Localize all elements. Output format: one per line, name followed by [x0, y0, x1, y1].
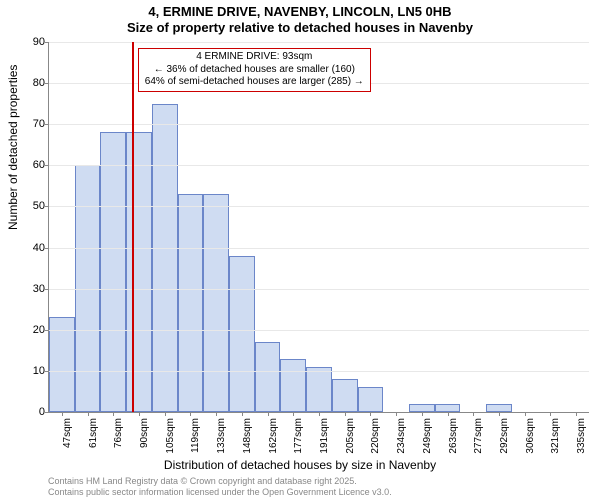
x-tick-mark [165, 412, 166, 416]
x-tick-mark [113, 412, 114, 416]
x-tick-label: 148sqm [242, 418, 253, 462]
y-tick-mark [45, 412, 49, 413]
x-tick-label: 220sqm [370, 418, 381, 462]
bars-layer: 47sqm61sqm76sqm90sqm105sqm119sqm133sqm14… [49, 42, 589, 412]
x-tick-label: 306sqm [525, 418, 536, 462]
grid-line [49, 330, 589, 331]
histogram-bar [435, 404, 461, 412]
x-tick-mark [319, 412, 320, 416]
histogram-bar [280, 359, 306, 412]
y-tick-label: 50 [21, 200, 45, 212]
x-tick-mark [396, 412, 397, 416]
x-tick-mark [62, 412, 63, 416]
x-tick-label: 234sqm [396, 418, 407, 462]
x-tick-mark [242, 412, 243, 416]
x-tick-mark [88, 412, 89, 416]
grid-line [49, 124, 589, 125]
x-tick-label: 335sqm [576, 418, 587, 462]
grid-line [49, 42, 589, 43]
x-tick-mark [216, 412, 217, 416]
x-tick-label: 76sqm [113, 418, 124, 462]
chart-plot-area: 47sqm61sqm76sqm90sqm105sqm119sqm133sqm14… [48, 42, 589, 413]
x-axis-label: Distribution of detached houses by size … [0, 458, 600, 472]
x-tick-mark [473, 412, 474, 416]
x-tick-label: 133sqm [216, 418, 227, 462]
y-tick-mark [45, 289, 49, 290]
x-tick-label: 263sqm [448, 418, 459, 462]
y-tick-label: 0 [21, 406, 45, 418]
y-tick-label: 70 [21, 118, 45, 130]
x-tick-mark [499, 412, 500, 416]
histogram-bar [358, 387, 384, 412]
histogram-bar [306, 367, 332, 412]
annotation-line-1: 4 ERMINE DRIVE: 93sqm [145, 51, 364, 64]
x-tick-label: 47sqm [62, 418, 73, 462]
y-tick-mark [45, 124, 49, 125]
y-tick-mark [45, 165, 49, 166]
y-tick-mark [45, 206, 49, 207]
x-tick-label: 119sqm [190, 418, 201, 462]
y-tick-label: 80 [21, 77, 45, 89]
x-tick-mark [525, 412, 526, 416]
y-tick-label: 30 [21, 283, 45, 295]
x-tick-mark [190, 412, 191, 416]
x-tick-label: 277sqm [473, 418, 484, 462]
grid-line [49, 289, 589, 290]
y-tick-label: 10 [21, 365, 45, 377]
credit-line-1: Contains HM Land Registry data © Crown c… [48, 476, 357, 486]
grid-line [49, 206, 589, 207]
histogram-bar [486, 404, 512, 412]
histogram-bar [152, 104, 178, 412]
x-tick-label: 191sqm [319, 418, 330, 462]
x-tick-mark [139, 412, 140, 416]
y-axis-label: Number of detached properties [6, 65, 20, 230]
y-tick-label: 90 [21, 36, 45, 48]
y-tick-mark [45, 248, 49, 249]
x-tick-label: 321sqm [550, 418, 561, 462]
x-tick-mark [422, 412, 423, 416]
grid-line [49, 248, 589, 249]
histogram-bar [229, 256, 255, 412]
y-tick-mark [45, 330, 49, 331]
x-tick-mark [576, 412, 577, 416]
credit-line-2: Contains public sector information licen… [48, 487, 392, 497]
histogram-bar [409, 404, 435, 412]
title-line-2: Size of property relative to detached ho… [0, 20, 600, 35]
x-tick-mark [345, 412, 346, 416]
grid-line [49, 165, 589, 166]
histogram-bar [255, 342, 281, 412]
y-tick-label: 60 [21, 159, 45, 171]
x-tick-label: 205sqm [345, 418, 356, 462]
reference-marker-line [132, 42, 134, 412]
histogram-bar [332, 379, 358, 412]
x-tick-label: 177sqm [293, 418, 304, 462]
y-tick-mark [45, 83, 49, 84]
histogram-bar [203, 194, 229, 412]
x-tick-label: 292sqm [499, 418, 510, 462]
x-tick-mark [370, 412, 371, 416]
title-line-1: 4, ERMINE DRIVE, NAVENBY, LINCOLN, LN5 0… [0, 4, 600, 19]
y-tick-label: 40 [21, 242, 45, 254]
x-tick-mark [448, 412, 449, 416]
x-tick-mark [293, 412, 294, 416]
x-tick-label: 162sqm [268, 418, 279, 462]
x-tick-label: 61sqm [88, 418, 99, 462]
x-tick-mark [268, 412, 269, 416]
y-tick-mark [45, 42, 49, 43]
grid-line [49, 371, 589, 372]
histogram-bar [49, 317, 75, 412]
y-tick-mark [45, 371, 49, 372]
x-tick-label: 90sqm [139, 418, 150, 462]
histogram-bar [178, 194, 204, 412]
y-tick-label: 20 [21, 324, 45, 336]
annotation-box: 4 ERMINE DRIVE: 93sqm ← 36% of detached … [138, 48, 371, 92]
annotation-line-3: 64% of semi-detached houses are larger (… [145, 76, 364, 89]
x-tick-mark [550, 412, 551, 416]
annotation-line-2: ← 36% of detached houses are smaller (16… [145, 64, 364, 77]
x-tick-label: 249sqm [422, 418, 433, 462]
x-tick-label: 105sqm [165, 418, 176, 462]
